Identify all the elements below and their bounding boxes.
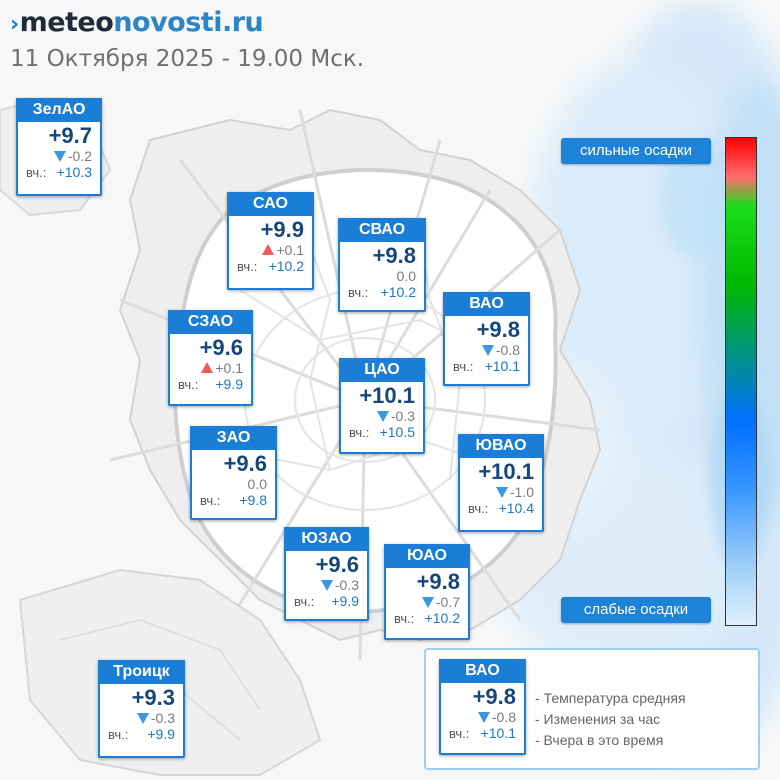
- district-temperature: +9.9: [260, 217, 304, 242]
- district-temperature: +9.6: [315, 552, 359, 577]
- legend-line-temperature: - Температура средняя: [535, 690, 686, 706]
- district-card-yuzao[interactable]: ЮЗАО +9.6 -0.3 вч.: +9.9: [284, 527, 369, 621]
- logo-part-2: novosti.ru: [113, 7, 264, 38]
- trend-down-icon: [477, 712, 490, 723]
- district-yesterday: вч.: +10.4: [468, 500, 534, 516]
- trend-up-icon: [201, 362, 214, 373]
- district-change: -0.3: [100, 710, 183, 726]
- district-card-sao[interactable]: САО +9.9 +0.1 вч.: +10.2: [227, 192, 314, 290]
- district-card-zelao[interactable]: ЗелАО +9.7 -0.2 вч.: +10.3: [16, 98, 102, 196]
- district-temperature: +9.8: [416, 569, 460, 594]
- district-card-troitsk[interactable]: Троицк +9.3 -0.3 вч.: +9.9: [98, 660, 185, 758]
- precipitation-scale: [725, 137, 757, 626]
- trend-up-icon: [262, 244, 275, 255]
- district-change: -0.8: [441, 709, 524, 725]
- district-change: -1.0: [460, 484, 542, 500]
- district-name: СВАО: [338, 218, 426, 242]
- district-card-vao[interactable]: ВАО +9.8 -0.8 вч.: +10.1: [443, 292, 530, 386]
- district-card-szao[interactable]: СЗАО +9.6 +0.1 вч.: +9.9: [168, 310, 253, 406]
- trend-down-icon: [421, 597, 434, 608]
- legend-descriptions: - Температура средняя - Изменения за час…: [535, 688, 686, 751]
- trend-down-icon: [376, 411, 389, 422]
- logo-part-1: meteo: [19, 7, 114, 38]
- trend-down-icon: [136, 713, 149, 724]
- logo-marker: ›: [10, 12, 19, 37]
- district-name: ЮВАО: [458, 434, 544, 458]
- district-change: 0.0: [247, 476, 267, 492]
- district-temperature: +9.6: [223, 451, 267, 476]
- district-name: ВАО: [443, 292, 530, 316]
- district-yesterday: вч.: +10.1: [453, 358, 520, 374]
- site-logo[interactable]: ›meteonovosti.ru: [10, 6, 364, 42]
- district-name: САО: [227, 192, 314, 216]
- district-change: +0.1: [229, 242, 312, 258]
- scale-label-strong: сильные осадки: [561, 138, 711, 164]
- report-datetime: 11 Октября 2025 - 19.00 Мск.: [10, 46, 365, 72]
- district-card-zao[interactable]: ЗАО +9.6 0.0 вч.: +9.8: [190, 426, 277, 520]
- district-card-yuao[interactable]: ЮАО +9.8 -0.7 вч.: +10.2: [384, 544, 470, 640]
- district-temperature: +9.7: [48, 123, 92, 148]
- district-temperature: +10.1: [478, 459, 534, 484]
- district-name: ЦАО: [339, 358, 425, 382]
- district-yesterday: вч.: +10.3: [26, 164, 92, 180]
- district-temperature: +9.8: [472, 684, 516, 709]
- district-yesterday: вч.: +10.2: [348, 284, 416, 300]
- district-card-svao[interactable]: СВАО +9.8 0.0 вч.: +10.2: [338, 218, 426, 312]
- district-card-tsao[interactable]: ЦАО +10.1 -0.3 вч.: +10.5: [339, 358, 425, 454]
- trend-down-icon: [320, 580, 333, 591]
- district-yesterday: вч.: +10.2: [237, 258, 304, 274]
- district-temperature: +9.8: [476, 317, 520, 342]
- trend-down-icon: [481, 345, 494, 356]
- district-name: ВАО: [439, 659, 526, 683]
- trend-down-icon: [53, 151, 66, 162]
- header: ›meteonovosti.ru 11 Октября 2025 - 19.00…: [10, 6, 364, 74]
- district-yesterday: вч.: +9.9: [178, 376, 243, 392]
- district-card-yuvao[interactable]: ЮВАО +10.1 -1.0 вч.: +10.4: [458, 434, 544, 532]
- district-name: ЮАО: [384, 544, 470, 568]
- district-yesterday: вч.: +9.9: [294, 593, 359, 609]
- legend-line-yesterday: - Вчера в это время: [535, 732, 664, 748]
- district-temperature: +9.8: [372, 243, 416, 268]
- district-yesterday: вч.: +9.9: [108, 726, 175, 742]
- scale-label-weak: слабые осадки: [561, 597, 711, 623]
- district-change: 0.0: [396, 268, 416, 284]
- legend-line-change: - Изменения за час: [535, 711, 661, 727]
- district-temperature: +9.6: [199, 335, 243, 360]
- district-change: -0.8: [445, 342, 528, 358]
- trend-down-icon: [495, 487, 508, 498]
- district-name: ЗАО: [190, 426, 277, 450]
- district-name: ЗелАО: [16, 98, 102, 122]
- district-name: СЗАО: [168, 310, 253, 334]
- district-change: -0.3: [341, 408, 423, 424]
- district-yesterday: вч.: +10.2: [394, 610, 460, 626]
- district-name: ЮЗАО: [284, 527, 369, 551]
- district-change: +0.1: [170, 360, 251, 376]
- district-change: -0.7: [386, 594, 468, 610]
- district-name: Троицк: [98, 660, 185, 684]
- district-yesterday: вч.: +10.1: [449, 725, 516, 741]
- district-yesterday: вч.: +10.5: [349, 424, 415, 440]
- legend-sample-card: ВАО +9.8 -0.8 вч.: +10.1: [439, 659, 526, 755]
- district-change: -0.2: [18, 148, 100, 164]
- district-temperature: +10.1: [359, 383, 415, 408]
- district-change: -0.3: [286, 577, 367, 593]
- district-yesterday: вч.: +9.8: [200, 492, 267, 508]
- district-temperature: +9.3: [131, 685, 175, 710]
